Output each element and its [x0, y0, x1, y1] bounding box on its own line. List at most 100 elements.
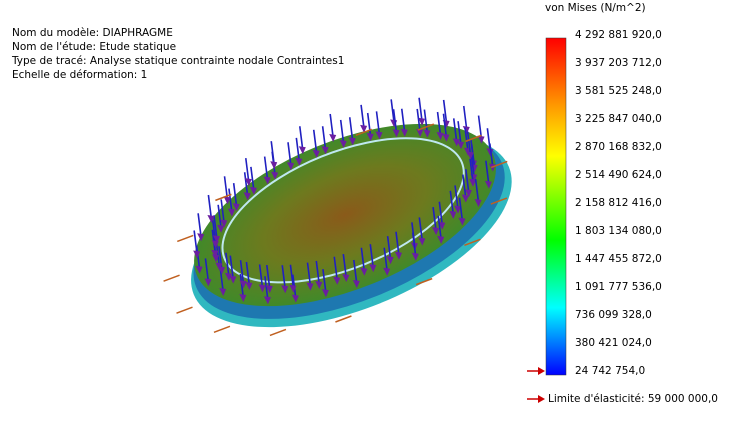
arrow-shaft — [289, 264, 295, 289]
load-arrow — [418, 217, 426, 246]
load-arrow — [342, 253, 350, 283]
arrow-head — [366, 132, 374, 141]
arrow-shaft — [436, 111, 442, 137]
arrow-shaft — [225, 252, 230, 277]
load-arrow — [383, 247, 391, 276]
load-arrow — [360, 247, 368, 276]
arrow-head — [442, 133, 450, 142]
arrow-shaft — [239, 260, 245, 285]
arrow-shaft — [265, 264, 271, 290]
load-arrow — [449, 190, 457, 219]
arrow-head — [291, 294, 299, 303]
arrow-head — [263, 176, 271, 185]
fixture-arrow — [355, 128, 373, 137]
load-arrow — [329, 113, 337, 142]
load-arrow — [484, 160, 492, 189]
load-arrow — [239, 273, 247, 303]
load-arrow — [339, 119, 347, 148]
arrow-head — [386, 256, 394, 265]
arrow-head — [436, 132, 444, 141]
load-arrow — [244, 158, 252, 187]
arrow-head — [329, 133, 337, 142]
arrow-head — [466, 151, 474, 160]
arrow-head — [469, 178, 477, 187]
arrow-shaft — [322, 269, 327, 294]
arrow-shaft — [211, 220, 217, 245]
arrow-head — [312, 149, 320, 158]
arrow-shaft — [442, 99, 448, 125]
arrow-shaft — [375, 111, 381, 136]
arrow-shaft — [438, 201, 444, 226]
fixture-arrow — [176, 306, 193, 314]
arrow-head — [437, 235, 445, 244]
yield-limit: Limite d'élasticité: 59 000 000,0 — [548, 393, 718, 405]
arrow-head — [239, 280, 247, 289]
arrow-head — [215, 262, 223, 271]
arrow-shaft — [474, 178, 480, 204]
arrow-shaft — [306, 262, 312, 287]
load-arrow — [458, 197, 466, 226]
arrow-shaft — [243, 172, 249, 197]
legend-label: 2 870 168 832,0 — [575, 141, 662, 153]
arrow-shaft — [281, 265, 287, 290]
load-arrow — [298, 126, 306, 155]
arrow-head — [207, 214, 215, 223]
legend-label: 3 937 203 712,0 — [575, 57, 662, 69]
arrow-head — [418, 237, 426, 246]
arrow-shaft — [411, 232, 417, 257]
fixture-arrow — [215, 193, 232, 202]
arrow-head — [195, 265, 203, 274]
load-arrow — [423, 109, 431, 138]
arrow-shaft — [298, 126, 304, 151]
arrow-shaft — [418, 97, 423, 122]
arrow-head — [321, 289, 329, 298]
load-arrow — [295, 137, 303, 166]
load-arrow — [245, 261, 253, 290]
load-arrow — [289, 264, 297, 293]
load-arrow — [281, 265, 289, 294]
load-arrow — [469, 158, 477, 187]
load-arrow — [474, 178, 482, 208]
fixture-arrow — [415, 277, 433, 286]
arrow-shaft — [258, 264, 264, 289]
arrow-shaft — [245, 261, 251, 287]
load-arrow — [321, 269, 329, 298]
load-arrow — [437, 215, 445, 244]
arrow-shaft — [250, 166, 255, 192]
arrow-head — [477, 135, 485, 144]
fixture-arrow — [335, 315, 352, 323]
arrow-head — [418, 117, 426, 126]
legend-title: von Mises (N/m^2) — [545, 2, 646, 14]
arrow-head — [315, 281, 323, 290]
load-arrow — [369, 244, 377, 273]
arrow-head — [193, 250, 201, 259]
arrow-head — [454, 205, 462, 214]
arrow-shaft — [485, 160, 490, 185]
arrow-shaft — [418, 217, 424, 242]
legend-label: 380 421 024,0 — [575, 337, 652, 349]
arrow-shaft — [390, 99, 395, 124]
model — [163, 97, 512, 337]
arrow-shaft — [437, 215, 443, 240]
arrow-head — [229, 275, 237, 284]
arrow-head — [333, 276, 341, 285]
arrow-shaft — [213, 215, 218, 240]
arrow-head — [197, 233, 205, 242]
load-arrow — [432, 206, 440, 236]
load-arrow — [411, 232, 419, 261]
load-arrow — [454, 185, 462, 214]
load-arrow — [452, 118, 460, 147]
arrow-shaft — [217, 204, 222, 229]
arrow-head — [223, 196, 231, 205]
load-arrow — [442, 113, 450, 142]
arrow-head — [243, 192, 251, 201]
load-arrow — [348, 117, 356, 146]
arrow-shaft — [469, 158, 474, 183]
legend-label: 1 447 455 872,0 — [575, 253, 662, 265]
arrow-head — [369, 264, 377, 273]
arrow-shaft — [392, 109, 398, 134]
arrow-shaft — [287, 142, 292, 167]
color-bar — [545, 37, 567, 376]
arrow-shaft — [454, 185, 459, 210]
